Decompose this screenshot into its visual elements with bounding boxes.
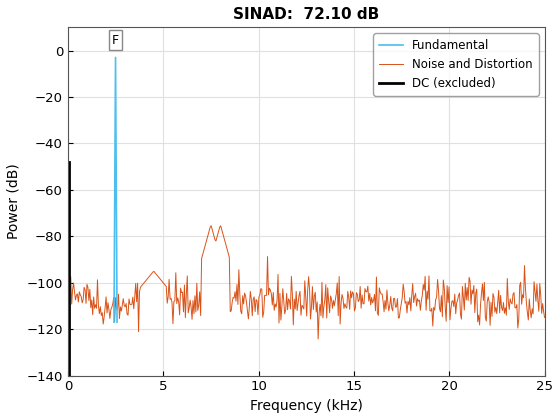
Noise and Distortion <box>208 223 214 228</box>
X-axis label: Frequency (kHz): Frequency (kHz) <box>250 399 363 413</box>
DC (excluded) <box>66 373 72 378</box>
Y-axis label: Power (dB): Power (dB) <box>7 163 21 239</box>
Fundamental <box>112 55 119 60</box>
Text: F: F <box>112 34 119 47</box>
Title: SINAD:  72.10 dB: SINAD: 72.10 dB <box>233 7 379 22</box>
Noise and Distortion <box>292 307 298 312</box>
Noise and Distortion <box>350 291 357 297</box>
Noise and Distortion <box>541 315 548 320</box>
Noise and Distortion <box>457 312 464 317</box>
Noise and Distortion <box>531 289 538 294</box>
DC (excluded) <box>66 160 72 165</box>
Line: Fundamental: Fundamental <box>114 58 117 322</box>
Noise and Distortion <box>64 293 71 298</box>
Line: Noise and Distortion: Noise and Distortion <box>68 226 544 339</box>
Noise and Distortion <box>315 336 321 341</box>
Fundamental <box>111 320 118 325</box>
Fundamental <box>114 320 120 325</box>
Noise and Distortion <box>295 300 301 305</box>
Noise and Distortion <box>324 285 331 290</box>
Legend: Fundamental, Noise and Distortion, DC (excluded): Fundamental, Noise and Distortion, DC (e… <box>373 33 539 96</box>
